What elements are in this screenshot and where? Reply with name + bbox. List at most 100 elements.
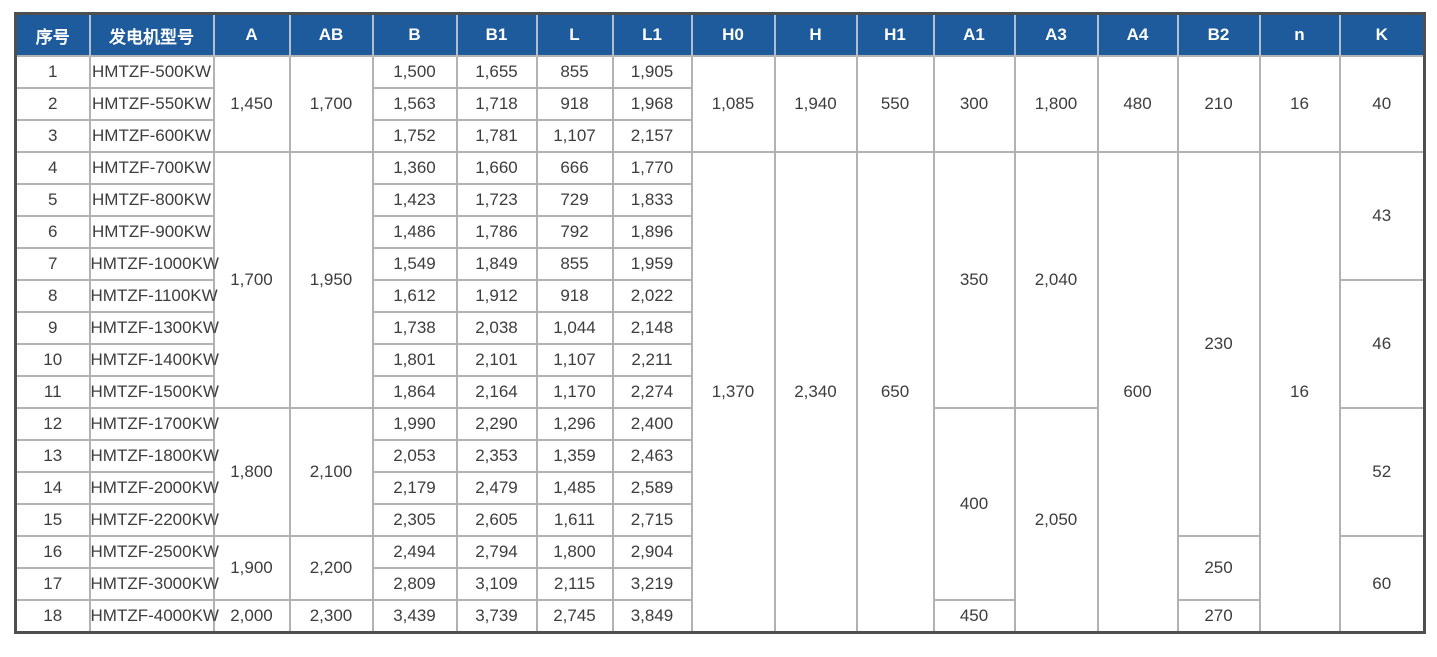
cell-B-row14: 2,179: [371, 471, 458, 505]
cell-A4-row1: 480: [1096, 55, 1179, 153]
cell-L-row12: 1,296: [535, 407, 614, 441]
cell-model-row12: HMTZF-1700KW: [88, 407, 219, 441]
cell-B1-row9: 2,038: [455, 311, 538, 345]
cell-seq-row8: 8: [14, 279, 91, 313]
table-row: 4 HMTZF-700KW 1,700 1,950 1,360 1,660 666 1,770…: [14, 151, 1426, 634]
table-row: 18 HMTZF-4000KW 2,000 2,300 3,439 3,739 2,745 3…: [14, 599, 1425, 634]
column-header-A4: A4: [1096, 13, 1178, 56]
cell-B-row3: 1,752: [371, 119, 458, 153]
cell-B1-row11: 2,164: [455, 375, 538, 409]
cell-L1-row15: 2,715: [611, 503, 693, 537]
cell-B1-row4: 1,660: [455, 151, 538, 185]
cell-B1-row6: 1,786: [455, 215, 538, 249]
cell-B1-row15: 2,605: [455, 503, 538, 537]
cell-B1-row2: 1,718: [455, 87, 538, 121]
generator-dimensions-table: 序号 发电机型号 A AB B B1 L L1 H0 H H1 A1 A3 A4 B2 n K 1 HMTZF-5…: [14, 12, 1426, 634]
cell-seq-row5: 5: [14, 183, 91, 217]
cell-L1-row10: 2,211: [611, 343, 693, 377]
cell-A1-row12: 400: [932, 407, 1016, 601]
cell-B-row1: 1,500: [371, 55, 458, 89]
cell-L1-row6: 1,896: [611, 215, 693, 249]
cell-seq-row16: 16: [14, 535, 91, 569]
table-row: 16 HMTZF-2500KW 1,900 2,200 2,494 2,794 1,800 2…: [14, 535, 1426, 634]
table-row: 8 HMTZF-1100KW 1,612 1,912 918 2,022 46: [14, 279, 1426, 409]
cell-L-row10: 1,107: [535, 343, 614, 377]
cell-B-row6: 1,486: [371, 215, 458, 249]
table-row: 12 HMTZF-1700KW 1,800 2,100 1,990 2,290 1,296 2…: [14, 407, 1426, 634]
cell-B-row16: 2,494: [371, 535, 458, 569]
cell-L1-row7: 1,959: [611, 247, 693, 281]
cell-L-row11: 1,170: [535, 375, 614, 409]
cell-L-row2: 918: [535, 87, 614, 121]
cell-B1-row17: 3,109: [455, 567, 538, 601]
column-header-K: K: [1338, 13, 1425, 56]
cell-B-row4: 1,360: [371, 151, 458, 185]
cell-B1-row16: 2,794: [455, 535, 538, 569]
cell-A-row12: 1,800: [212, 407, 291, 537]
cell-B1-row13: 2,353: [455, 439, 538, 473]
cell-model-row15: HMTZF-2200KW: [88, 503, 219, 537]
cell-model-row1: HMTZF-500KW: [88, 55, 215, 89]
cell-model-row10: HMTZF-1400KW: [88, 343, 219, 377]
cell-model-row17: HMTZF-3000KW: [88, 567, 219, 601]
cell-seq-row6: 6: [14, 215, 91, 249]
cell-L-row13: 1,359: [535, 439, 614, 473]
column-header-A: A: [212, 13, 290, 56]
table-row: 17 HMTZF-3000KW 2,809 3,109 2,115 3,219: [14, 567, 1425, 601]
cell-K-row1: 40: [1338, 55, 1426, 153]
cell-B-row9: 1,738: [371, 311, 458, 345]
cell-L1-row3: 2,157: [611, 119, 693, 153]
cell-B2-row1: 210: [1176, 55, 1261, 153]
cell-L1-row12: 2,400: [611, 407, 693, 441]
cell-A3-row1: 1,800: [1013, 55, 1099, 153]
table-row: 2 HMTZF-550KW 1,563 1,718 918 1,968: [14, 87, 1425, 121]
cell-seq-row10: 10: [14, 343, 91, 377]
cell-A1-row18: 450: [932, 599, 1016, 634]
column-header-L: L: [535, 13, 613, 56]
table-row: 9 HMTZF-1300KW 1,738 2,038 1,044 2,148: [14, 311, 1425, 345]
cell-L1-row11: 2,274: [611, 375, 693, 409]
cell-L-row8: 918: [535, 279, 614, 313]
table-row: 15 HMTZF-2200KW 2,305 2,605 1,611 2,715: [14, 503, 1425, 537]
cell-seq-row18: 18: [14, 599, 91, 634]
cell-model-row5: HMTZF-800KW: [88, 183, 215, 217]
cell-B1-row10: 2,101: [455, 343, 538, 377]
cell-seq-row1: 1: [14, 55, 91, 89]
cell-L1-row14: 2,589: [611, 471, 693, 505]
cell-B-row13: 2,053: [371, 439, 458, 473]
column-header-AB: AB: [288, 13, 373, 56]
cell-L-row18: 2,745: [535, 599, 614, 634]
column-header-model: 发电机型号: [88, 13, 214, 56]
cell-model-row9: HMTZF-1300KW: [88, 311, 219, 345]
column-header-A3: A3: [1013, 13, 1098, 56]
cell-L1-row2: 1,968: [611, 87, 693, 121]
cell-L-row6: 792: [535, 215, 614, 249]
table-row: 5 HMTZF-800KW 1,423 1,723 729 1,833: [14, 183, 1425, 217]
cell-L-row1: 855: [535, 55, 614, 89]
cell-B-row8: 1,612: [371, 279, 458, 313]
cell-B-row11: 1,864: [371, 375, 458, 409]
cell-model-row13: HMTZF-1800KW: [88, 439, 219, 473]
column-header-seq: 序号: [15, 13, 90, 56]
cell-B1-row14: 2,479: [455, 471, 538, 505]
cell-A1-row4: 350: [932, 151, 1016, 409]
cell-model-row11: HMTZF-1500KW: [88, 375, 219, 409]
cell-A4-row4: 600: [1096, 151, 1179, 634]
cell-seq-row13: 13: [14, 439, 91, 473]
cell-seq-row14: 14: [14, 471, 91, 505]
table-row: 7 HMTZF-1000KW 1,549 1,849 855 1,959: [14, 247, 1425, 281]
cell-A-row18: 2,000: [212, 599, 291, 634]
cell-seq-row7: 7: [14, 247, 91, 281]
cell-L1-row9: 2,148: [611, 311, 693, 345]
cell-B-row7: 1,549: [371, 247, 458, 281]
cell-AB-row12: 2,100: [288, 407, 374, 537]
cell-H-row4: 2,340: [773, 151, 858, 634]
cell-seq-row9: 9: [14, 311, 91, 345]
column-header-H: H: [773, 13, 857, 56]
table-row: 6 HMTZF-900KW 1,486 1,786 792 1,896: [14, 215, 1425, 249]
cell-AB-row1: 1,700: [288, 55, 374, 153]
cell-K-row4: 43: [1338, 151, 1426, 281]
cell-seq-row17: 17: [14, 567, 91, 601]
cell-B2-row16: 250: [1176, 535, 1261, 601]
cell-AB-row18: 2,300: [288, 599, 374, 634]
